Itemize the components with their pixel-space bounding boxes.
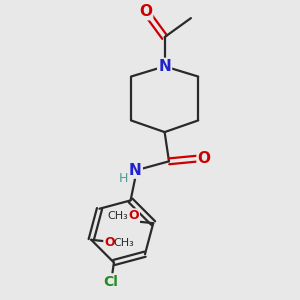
Text: N: N: [158, 59, 171, 74]
Text: N: N: [129, 163, 142, 178]
Text: O: O: [198, 151, 211, 166]
Text: H: H: [119, 172, 128, 185]
Text: Cl: Cl: [103, 274, 118, 289]
Text: CH₃: CH₃: [114, 238, 135, 248]
Text: O: O: [104, 236, 115, 249]
Text: O: O: [139, 4, 152, 19]
Text: CH₃: CH₃: [108, 211, 129, 221]
Text: O: O: [128, 209, 139, 222]
